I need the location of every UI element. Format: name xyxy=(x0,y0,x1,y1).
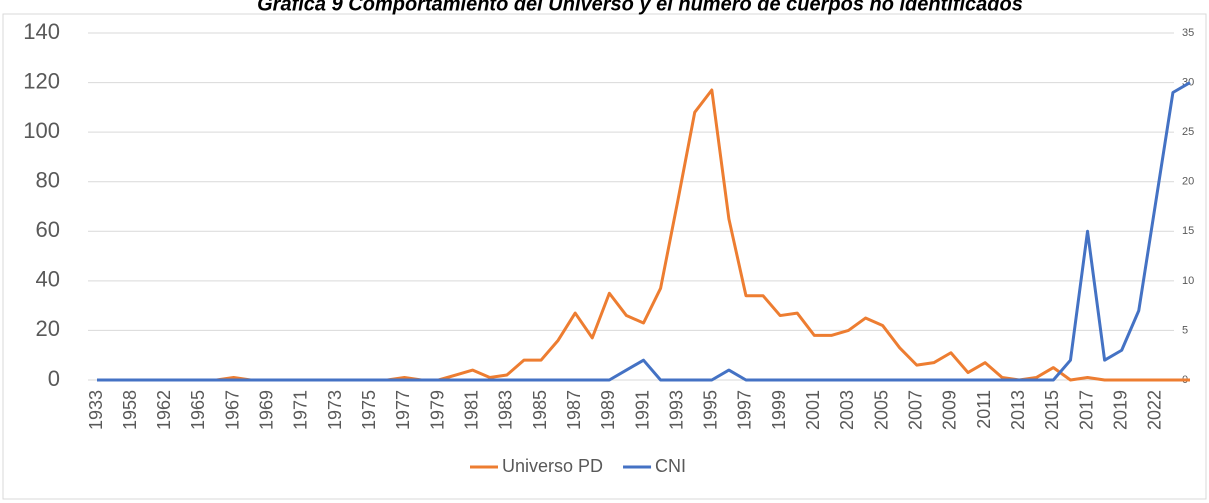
x-tick-label: 2005 xyxy=(871,390,891,430)
x-tick-label: 1989 xyxy=(598,390,618,430)
x-tick-label: 2017 xyxy=(1076,390,1096,430)
x-tick-label: 1969 xyxy=(257,390,277,430)
x-tick-label: 1962 xyxy=(154,390,174,430)
y2-tick-label: 20 xyxy=(1182,176,1194,188)
y-tick-label: 20 xyxy=(36,316,60,341)
y-tick-label: 80 xyxy=(36,168,60,193)
x-tick-label: 1971 xyxy=(291,390,311,430)
x-tick-label: 1965 xyxy=(188,390,208,430)
x-tick-label: 2011 xyxy=(974,390,994,429)
x-tick-label: 2019 xyxy=(1110,390,1130,430)
chart-title: Gráfica 9 Comportamiento del Universo y … xyxy=(257,0,1023,15)
x-tick-label: 1958 xyxy=(120,390,140,430)
x-tick-label: 1993 xyxy=(666,390,686,430)
x-tick-label: 2003 xyxy=(837,390,857,430)
y-tick-label: 40 xyxy=(36,267,60,292)
x-tick-label: 2015 xyxy=(1042,390,1062,430)
y-tick-label: 140 xyxy=(23,19,60,44)
x-tick-label: 2001 xyxy=(803,390,823,430)
y-tick-label: 60 xyxy=(36,217,60,242)
y2-tick-label: 10 xyxy=(1182,275,1194,287)
chart-frame xyxy=(2,13,1207,500)
y-tick-label: 100 xyxy=(23,118,60,143)
y2-tick-label: 15 xyxy=(1182,225,1194,237)
x-tick-label: 1995 xyxy=(701,390,721,430)
y2-tick-label: 25 xyxy=(1182,126,1194,138)
legend-label: CNI xyxy=(655,456,686,476)
x-tick-label: 1997 xyxy=(735,390,755,430)
y-tick-label: 120 xyxy=(23,68,60,93)
y2-tick-label: 5 xyxy=(1182,324,1188,336)
x-tick-label: 1967 xyxy=(222,390,242,430)
x-tick-label: 1999 xyxy=(769,390,789,430)
x-tick-label: 1973 xyxy=(325,390,345,430)
x-tick-label: 1933 xyxy=(86,390,106,430)
series-line xyxy=(97,81,1191,382)
x-tick-label: 2022 xyxy=(1145,390,1165,430)
x-tick-label: 1979 xyxy=(427,390,447,430)
x-tick-label: 1991 xyxy=(632,390,652,430)
x-tick-label: 1975 xyxy=(359,390,379,430)
x-tick-label: 1981 xyxy=(461,390,481,430)
x-tick-label: 1977 xyxy=(393,390,413,430)
x-tick-label: 1987 xyxy=(564,390,584,430)
x-tick-label: 2009 xyxy=(940,390,960,430)
y-tick-label: 0 xyxy=(48,366,60,391)
x-tick-label: 1983 xyxy=(496,390,516,430)
legend-label: Universo PD xyxy=(502,456,603,476)
series-line xyxy=(97,88,1190,382)
x-tick-label: 2007 xyxy=(906,390,926,430)
y2-tick-label: 35 xyxy=(1182,27,1194,39)
x-tick-label: 2013 xyxy=(1008,390,1028,430)
x-tick-label: 1985 xyxy=(530,390,550,430)
